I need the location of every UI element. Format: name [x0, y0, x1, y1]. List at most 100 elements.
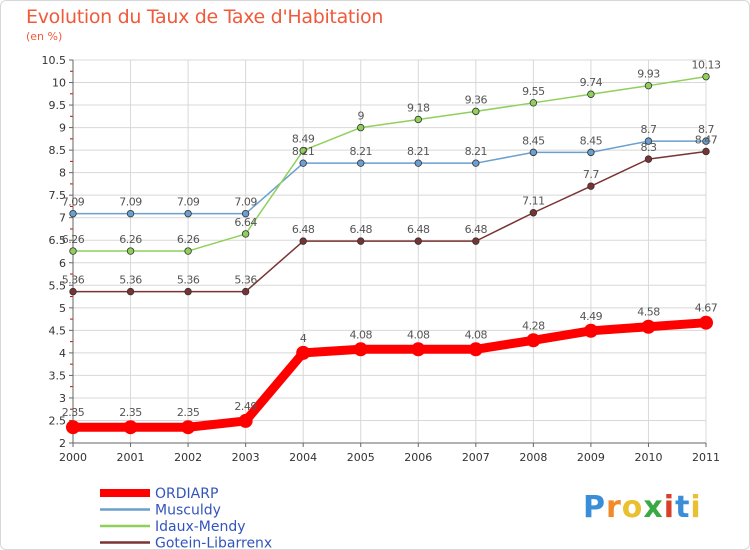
- data-point: [184, 287, 192, 296]
- x-tick-label: 2005: [347, 451, 375, 464]
- data-point: [587, 90, 595, 98]
- data-point: [468, 342, 483, 357]
- data-point: [414, 237, 422, 245]
- logo-letter: o: [621, 490, 644, 525]
- data-label: 7.09: [62, 196, 85, 209]
- series-line-musculdy: [72, 140, 707, 215]
- x-tick-label: 2011: [692, 451, 720, 464]
- data-label: 6.48: [349, 223, 372, 236]
- x-tick-label: 2010: [634, 451, 662, 464]
- series-line-gotein-libarrenx: [72, 150, 707, 293]
- data-point: [702, 147, 710, 156]
- data-label: 8.3: [640, 141, 656, 154]
- data-label: 8.21: [292, 145, 315, 158]
- data-point: [644, 137, 653, 145]
- data-point: [238, 413, 253, 428]
- data-label: 7.09: [119, 196, 142, 209]
- data-point: [414, 159, 422, 167]
- data-label-layer: 7.09 7.09 7.09 7.09 8.21 8.21 8.21 8.21 8.45 8.45…: [62, 59, 722, 420]
- data-point: [123, 420, 138, 435]
- data-label: 7.11: [522, 195, 545, 208]
- data-label: 7.7: [583, 168, 599, 181]
- axis-layer: 2 2.5 3 3.5 4 4.5 5 5.5 6 6.5 7 7.5 8 8.5 9 9.5 10 10.5 20…: [42, 54, 721, 464]
- data-point: [181, 420, 196, 435]
- logo-letter: t: [675, 490, 691, 525]
- data-point: [641, 319, 656, 334]
- legend-entry: Musculdy: [155, 503, 221, 519]
- y-tick-label: 10: [52, 77, 66, 90]
- legend-entry: ORDIARP: [155, 486, 218, 502]
- data-label: 6.48: [292, 223, 315, 236]
- logo-letter: i: [690, 490, 702, 525]
- y-tick-label: 8.5: [49, 144, 67, 157]
- y-tick-label: 2: [59, 437, 66, 450]
- data-label: 7.09: [234, 196, 257, 209]
- x-tick-label: 2009: [577, 451, 605, 464]
- unit-label: (en %): [26, 30, 63, 43]
- logo-letter: P: [583, 490, 606, 525]
- data-point: [529, 99, 538, 107]
- legend: ORDIARPMusculdyIdaux-MendyGotein-Libarre…: [100, 486, 272, 550]
- x-tick-label: 2006: [404, 451, 432, 464]
- data-point: [299, 146, 307, 155]
- data-label: 9.36: [465, 93, 488, 106]
- data-point: [241, 209, 250, 218]
- data-label: 6.64: [234, 216, 257, 229]
- chart-title: Evolution du Taux de Taxe d'Habitation: [26, 6, 384, 28]
- data-point: [699, 315, 713, 330]
- data-point: [296, 345, 311, 360]
- data-label: 6.26: [62, 233, 85, 246]
- x-tick-label: 2001: [117, 451, 145, 464]
- data-point: [414, 115, 422, 124]
- data-point: [69, 287, 77, 296]
- data-point: [241, 230, 250, 238]
- data-label: 9.18: [407, 101, 430, 114]
- data-label: 5.36: [234, 274, 257, 287]
- data-label: 2.35: [62, 406, 85, 419]
- data-point: [587, 182, 595, 190]
- data-label: 2.35: [177, 406, 200, 419]
- data-label: 9: [357, 110, 364, 123]
- data-point: [411, 342, 426, 357]
- data-label: 5.36: [119, 274, 142, 287]
- data-label: 5.36: [62, 274, 85, 287]
- logo-letter: x: [643, 490, 664, 525]
- logo-letter: i: [663, 490, 676, 525]
- x-tick-label: 2007: [462, 451, 490, 464]
- proxiti-logo: Proxiti: [583, 490, 702, 525]
- x-tick-label: 2003: [232, 451, 260, 464]
- y-tick-label: 4: [59, 347, 66, 360]
- data-point: [644, 155, 653, 163]
- data-label: 6.26: [119, 233, 142, 246]
- y-tick-label: 2.5: [49, 414, 67, 427]
- data-label: 8.45: [580, 134, 603, 147]
- data-point: [702, 72, 710, 81]
- data-label: 8.47: [695, 133, 718, 146]
- data-label: 6.48: [407, 223, 430, 236]
- data-point: [241, 287, 250, 296]
- data-point: [66, 420, 80, 435]
- y-tick-label: 6.5: [49, 234, 67, 247]
- y-tick-label: 7.5: [49, 189, 67, 202]
- y-tick-label: 10.5: [42, 54, 67, 67]
- series-line-ordiarp: [68, 318, 711, 432]
- data-label: 4.28: [522, 319, 545, 332]
- data-label: 5.36: [177, 274, 200, 287]
- data-point: [69, 209, 77, 218]
- y-tick-label: 7: [59, 212, 66, 225]
- data-point: [357, 237, 365, 245]
- data-label: 9.74: [580, 76, 603, 89]
- legend-entry: Gotein-Libarrenx: [155, 536, 272, 550]
- data-point: [299, 159, 307, 167]
- data-point: [357, 159, 365, 167]
- data-label: 9.55: [522, 85, 545, 98]
- data-label: 8.45: [522, 134, 545, 147]
- data-point: [357, 123, 365, 132]
- y-tick-label: 9.5: [49, 99, 67, 112]
- y-tick-label: 9: [59, 122, 66, 135]
- x-tick-label: 2002: [174, 451, 202, 464]
- y-tick-label: 3: [59, 392, 66, 405]
- data-label: 8.21: [407, 145, 430, 158]
